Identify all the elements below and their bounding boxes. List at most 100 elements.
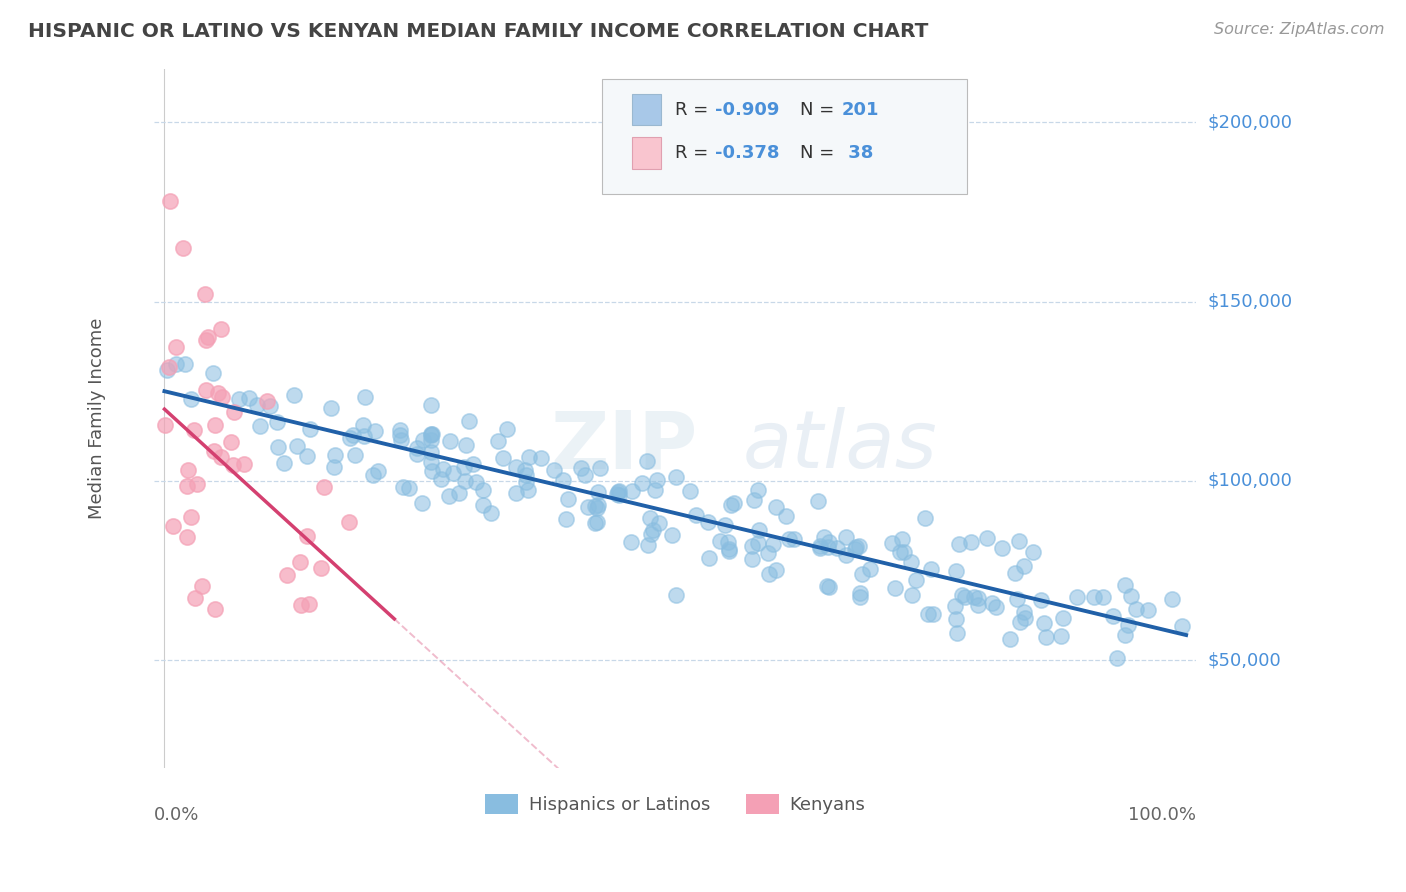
Point bbox=[245, 398, 267, 412]
Point bbox=[174, 357, 197, 371]
Point bbox=[454, 438, 477, 452]
Point bbox=[290, 555, 312, 569]
Point bbox=[818, 534, 841, 549]
Point bbox=[893, 544, 915, 558]
Point bbox=[963, 590, 986, 604]
Point bbox=[697, 516, 720, 530]
Point bbox=[1014, 610, 1036, 624]
Point bbox=[741, 552, 763, 566]
Point bbox=[221, 458, 243, 473]
Point bbox=[266, 440, 288, 454]
Point bbox=[325, 449, 347, 463]
Point bbox=[156, 363, 179, 377]
Point bbox=[202, 444, 225, 458]
Point bbox=[449, 486, 471, 500]
Point bbox=[807, 494, 830, 508]
Point bbox=[851, 566, 873, 581]
Point bbox=[486, 434, 509, 449]
Point bbox=[517, 450, 540, 464]
Text: Median Family Income: Median Family Income bbox=[89, 318, 105, 519]
Point bbox=[354, 390, 377, 404]
Point bbox=[420, 464, 443, 478]
Point bbox=[679, 483, 702, 498]
Point bbox=[607, 488, 630, 502]
Point bbox=[606, 487, 628, 501]
Point bbox=[665, 588, 688, 602]
Point bbox=[437, 489, 460, 503]
Point bbox=[960, 534, 983, 549]
Point bbox=[551, 473, 574, 487]
Point bbox=[186, 477, 208, 491]
Point bbox=[266, 415, 288, 429]
Legend: Hispanics or Latinos, Kenyans: Hispanics or Latinos, Kenyans bbox=[478, 787, 873, 822]
Text: 201: 201 bbox=[842, 101, 880, 119]
Point bbox=[388, 427, 411, 442]
Point bbox=[157, 359, 180, 374]
Point bbox=[392, 480, 415, 494]
Point bbox=[636, 454, 658, 468]
Point bbox=[685, 508, 707, 523]
Point bbox=[441, 466, 464, 480]
Point bbox=[576, 500, 599, 514]
Point bbox=[645, 473, 668, 487]
Point bbox=[1161, 592, 1184, 607]
Text: atlas: atlas bbox=[742, 407, 938, 485]
Point bbox=[1125, 602, 1147, 616]
Point bbox=[574, 467, 596, 482]
Point bbox=[458, 414, 481, 428]
Point bbox=[496, 422, 519, 436]
Point bbox=[1116, 617, 1139, 632]
Point bbox=[177, 463, 200, 477]
Point bbox=[569, 461, 592, 475]
Text: HISPANIC OR LATINO VS KENYAN MEDIAN FAMILY INCOME CORRELATION CHART: HISPANIC OR LATINO VS KENYAN MEDIAN FAMI… bbox=[28, 22, 928, 41]
Point bbox=[184, 591, 207, 605]
Point bbox=[557, 491, 579, 506]
Point bbox=[191, 579, 214, 593]
Text: R =: R = bbox=[675, 101, 709, 119]
Point bbox=[1022, 545, 1045, 559]
Point bbox=[1066, 591, 1088, 605]
Point bbox=[889, 545, 911, 559]
Point bbox=[412, 433, 434, 447]
Point bbox=[586, 485, 609, 500]
Point bbox=[183, 423, 205, 437]
Point bbox=[352, 418, 374, 433]
Point bbox=[461, 457, 484, 471]
Point bbox=[1008, 533, 1031, 548]
Point bbox=[363, 424, 385, 438]
Point bbox=[742, 493, 765, 508]
Point bbox=[765, 500, 787, 514]
Point bbox=[420, 428, 443, 442]
Point bbox=[607, 483, 630, 498]
Point bbox=[429, 472, 451, 486]
Point bbox=[464, 475, 486, 489]
Point bbox=[747, 535, 769, 549]
Point bbox=[976, 532, 998, 546]
Point bbox=[817, 540, 839, 554]
Point bbox=[471, 483, 494, 497]
Point bbox=[155, 418, 177, 433]
Point bbox=[287, 439, 309, 453]
Point bbox=[620, 535, 643, 549]
Text: $100,000: $100,000 bbox=[1208, 472, 1292, 490]
Point bbox=[1035, 630, 1057, 644]
Point bbox=[981, 596, 1004, 610]
Point bbox=[583, 516, 606, 530]
Point bbox=[165, 340, 187, 354]
Point bbox=[815, 579, 838, 593]
Point bbox=[363, 467, 385, 482]
Point bbox=[585, 515, 607, 529]
Point bbox=[238, 391, 260, 405]
Text: 0.0%: 0.0% bbox=[155, 806, 200, 824]
Point bbox=[339, 431, 361, 445]
Point bbox=[765, 563, 787, 577]
Point bbox=[747, 483, 769, 497]
Point bbox=[180, 392, 202, 406]
Point bbox=[1107, 650, 1129, 665]
Point bbox=[1137, 602, 1160, 616]
Point bbox=[311, 561, 333, 575]
Point bbox=[419, 455, 441, 469]
Point bbox=[1033, 615, 1056, 630]
Point bbox=[783, 532, 806, 546]
Point bbox=[859, 562, 882, 576]
